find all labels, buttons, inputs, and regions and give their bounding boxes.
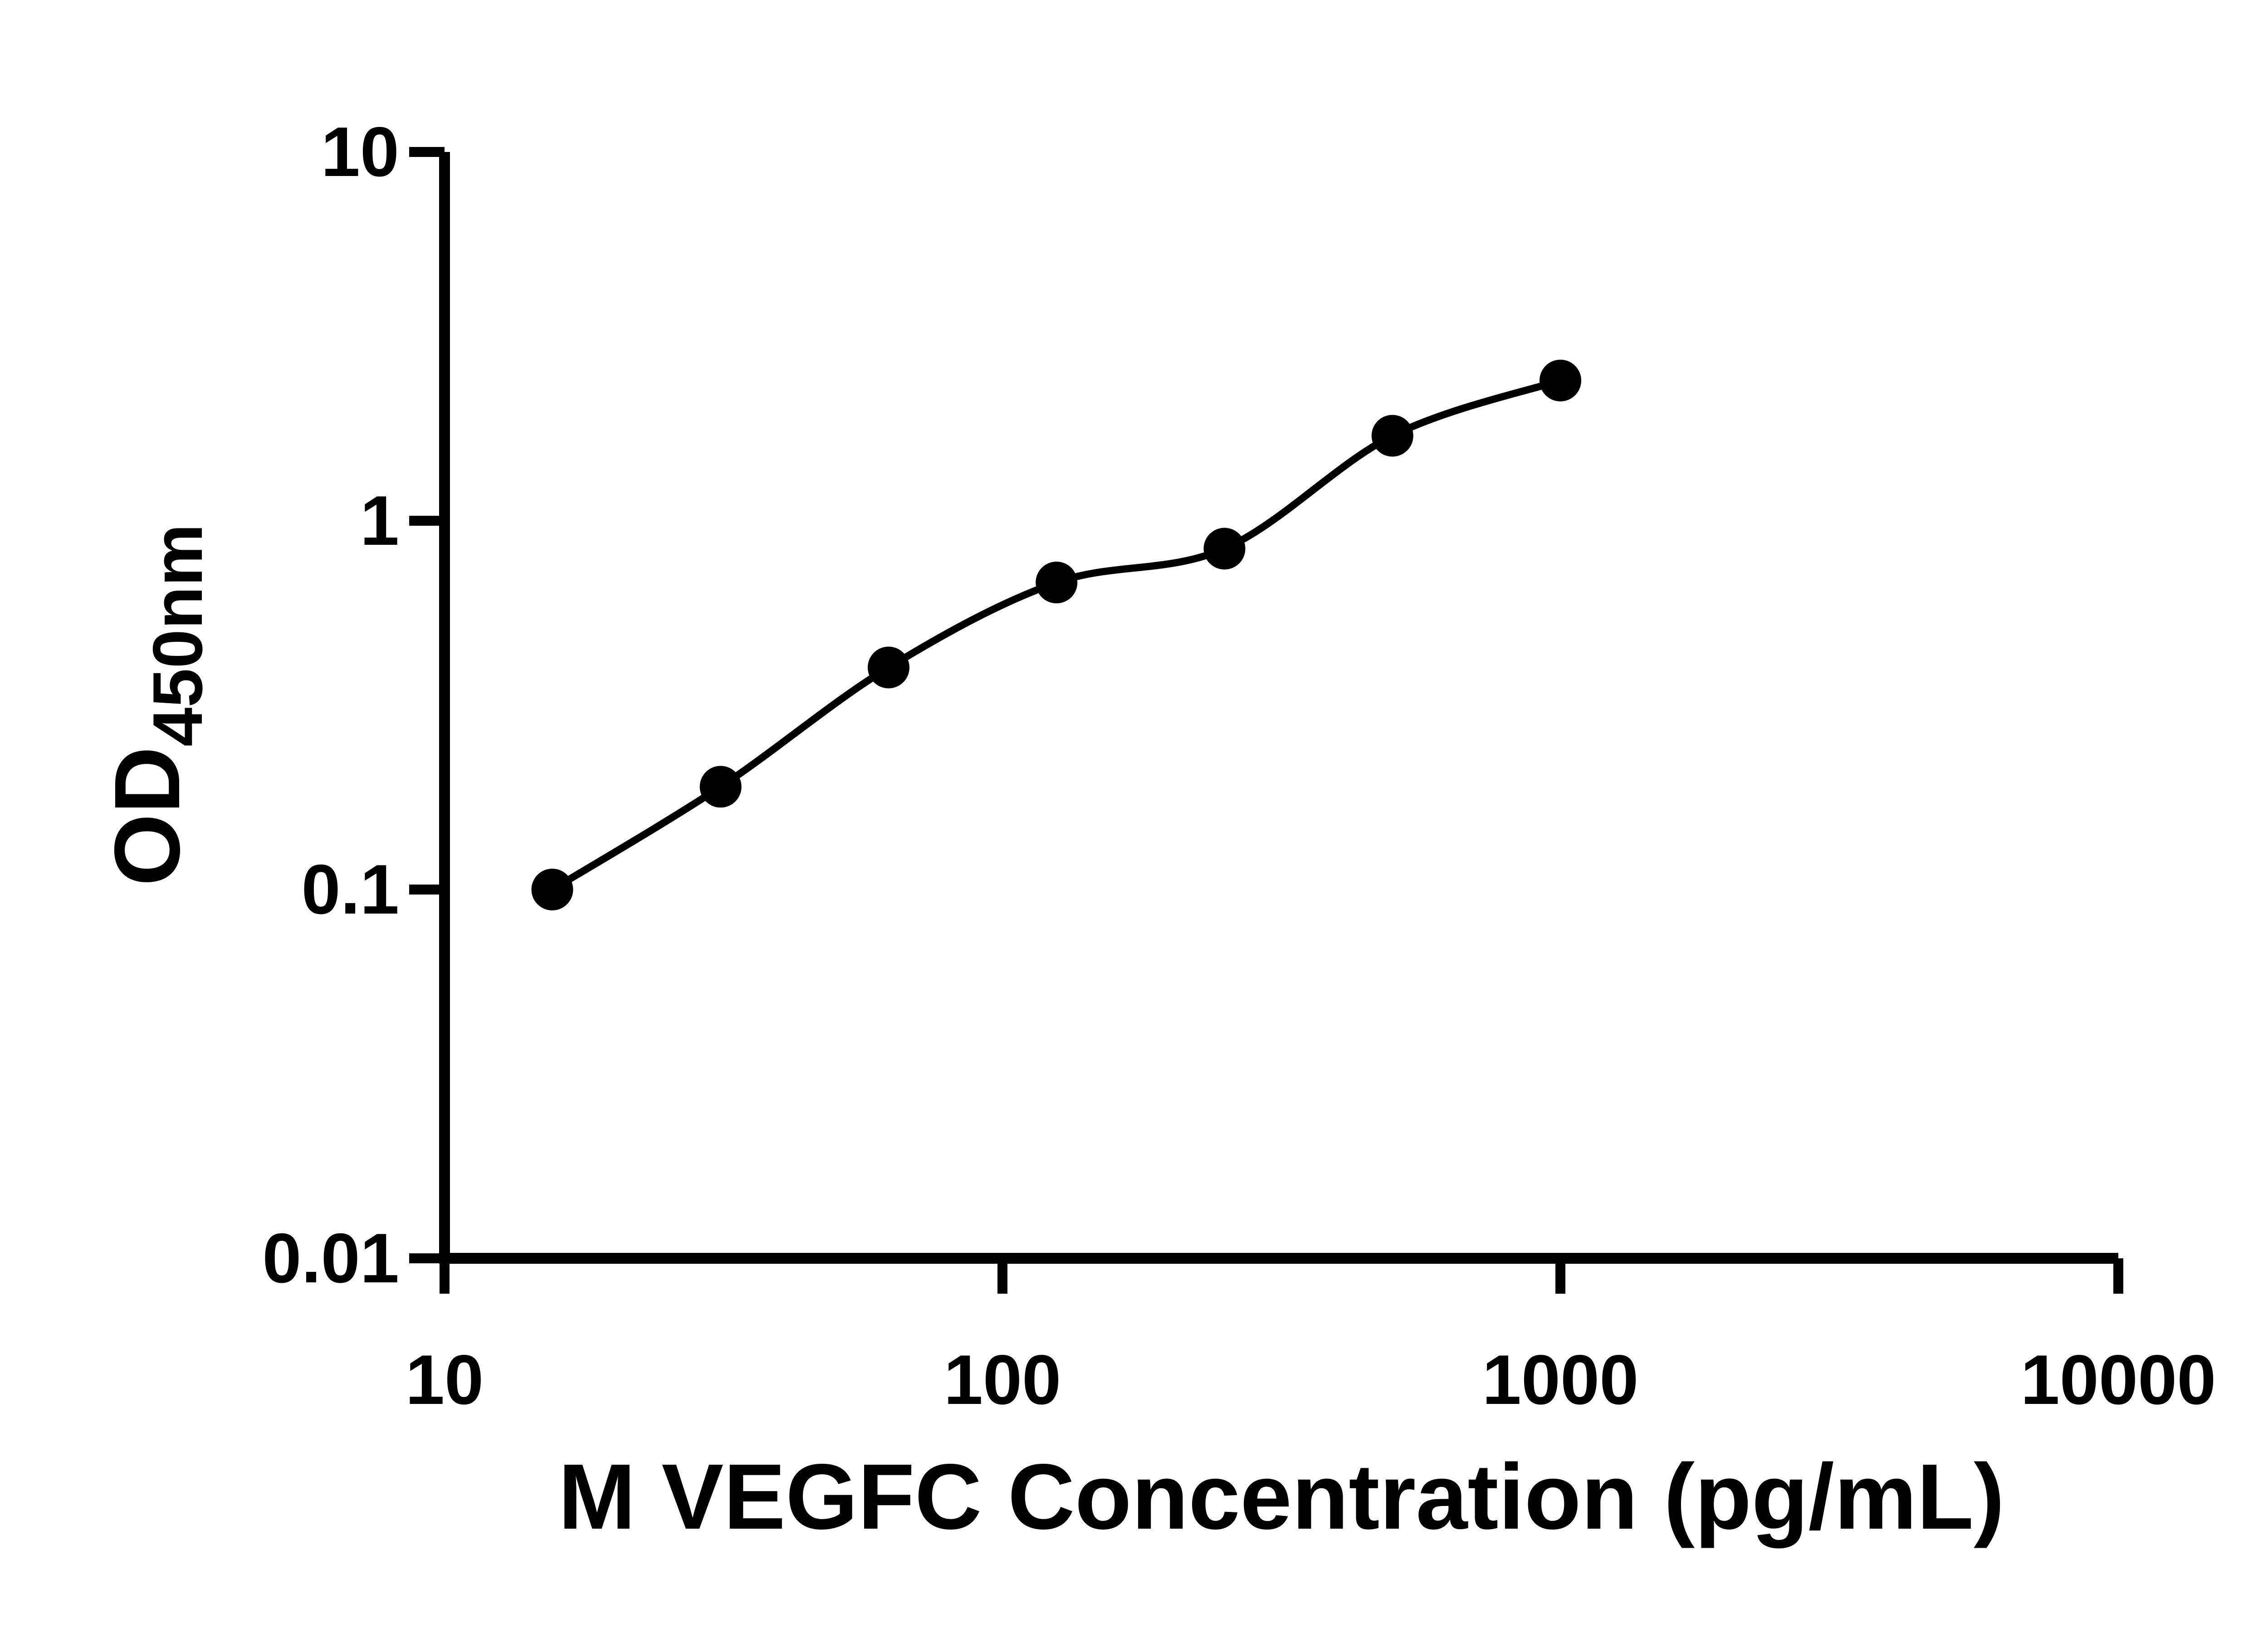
y-tick-label: 10 bbox=[321, 112, 399, 191]
data-point bbox=[699, 766, 742, 808]
data-point bbox=[531, 869, 573, 910]
ticks-layer bbox=[409, 147, 2123, 1294]
data-point bbox=[1371, 415, 1413, 457]
axes-layer bbox=[439, 152, 2118, 1264]
y-tick-label: 0.01 bbox=[262, 1219, 399, 1297]
x-axis-title: M VEGFC Concentration (pg/mL) bbox=[558, 1445, 2005, 1549]
data-point bbox=[1540, 359, 1581, 401]
fit-curve bbox=[550, 377, 1562, 893]
y-axis-title-main: OD bbox=[95, 747, 199, 886]
y-axis-title-subscript: 450nm bbox=[138, 524, 217, 747]
data-layer bbox=[531, 359, 1581, 910]
data-point bbox=[1203, 528, 1246, 570]
axis-frame bbox=[439, 152, 2118, 1264]
y-axis-title: OD450nm bbox=[95, 524, 217, 886]
y-tick-label: 1 bbox=[360, 481, 399, 560]
y-tick-label: 0.1 bbox=[302, 850, 399, 929]
data-point bbox=[867, 646, 909, 689]
x-tick-label: 10 bbox=[406, 1340, 484, 1419]
x-tick-label: 1000 bbox=[1482, 1340, 1639, 1419]
x-tick-label: 100 bbox=[944, 1340, 1061, 1419]
data-point bbox=[1036, 562, 1078, 604]
x-tick-label: 10000 bbox=[2020, 1340, 2216, 1419]
